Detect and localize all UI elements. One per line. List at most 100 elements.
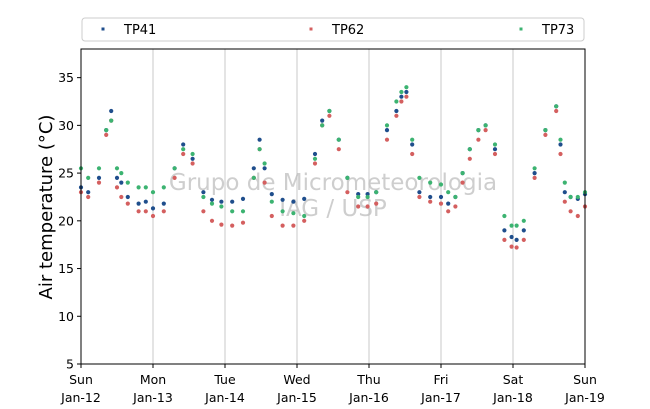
x-tick-date-2: Jan-14 [204,390,245,405]
data-point [417,175,422,180]
data-point [492,147,498,152]
data-point [269,199,274,204]
data-point [558,151,563,157]
data-point [190,151,195,157]
y-tick-label-4: 25 [58,166,74,181]
data-point [262,161,267,166]
data-point [230,199,235,204]
data-point [327,113,332,118]
legend-marker-TP73 [519,27,523,31]
x-tick-weekday-5: Fri [434,372,449,387]
data-point [453,204,458,209]
x-tick-weekday-6: Sat [503,372,524,387]
data-point [399,89,404,95]
data-point [150,206,156,211]
data-point [240,196,246,201]
plot-frame [80,48,586,365]
y-tick-label-3: 20 [58,213,74,228]
data-point [257,137,262,142]
data-point [356,194,361,200]
data-point [181,142,186,147]
y-axis: 5 10 15 20 25 30 35 [58,70,81,372]
data-point [509,234,514,240]
data-point [320,123,325,128]
data-point [446,201,451,206]
data-point [476,137,481,142]
data-point [460,171,465,176]
data-point [240,220,246,225]
legend-label-TP73: TP73 [541,23,574,38]
legend-marker-TP41 [101,27,105,31]
x-tick-date-5: Jan-17 [420,390,461,405]
data-points [78,85,588,250]
data-point [394,113,399,118]
data-point [136,185,141,190]
data-point [201,194,206,200]
data-point [190,161,195,166]
data-point [356,204,361,209]
data-point [365,204,370,209]
data-point [509,223,514,228]
data-point [558,142,563,147]
data-point [161,201,166,206]
data-point [251,166,256,171]
data-point [483,123,488,128]
data-point [410,151,415,157]
data-point [251,175,256,180]
data-point [356,192,361,197]
data-point [161,209,166,214]
data-point [483,128,488,133]
data-point [114,166,120,171]
data-point [291,223,296,228]
data-point [514,223,519,228]
data-point [150,190,156,195]
data-point [509,244,514,249]
data-point [467,156,472,161]
series-TP73 [78,85,588,228]
legend-label-TP41: TP41 [123,23,156,38]
data-point [181,151,186,157]
data-point [125,201,130,206]
data-point [476,128,481,133]
data-point [532,166,537,171]
x-tick-date-0: Jan-12 [60,390,101,405]
data-point [269,192,274,197]
x-tick-date-1: Jan-13 [132,390,173,405]
data-point [438,201,444,206]
data-point [521,228,526,233]
data-point [410,142,415,147]
data-point [219,222,224,227]
data-point [143,185,148,190]
data-point [446,190,451,195]
data-point [453,194,458,200]
data-point [280,209,285,214]
data-point [404,94,409,99]
y-tick-label-1: 10 [58,309,74,324]
data-point [291,211,296,216]
legend-label-TP62: TP62 [331,23,364,38]
data-point [467,147,472,152]
data-point [384,137,390,142]
data-point [438,182,444,187]
data-point [384,128,390,133]
data-point [161,185,166,190]
data-point [327,108,332,114]
data-point [119,194,124,200]
data-point [514,237,519,242]
data-point [302,213,307,219]
x-tick-weekday-7: Sun [573,372,597,387]
data-point [562,199,567,204]
x-tick-date-3: Jan-15 [276,390,317,405]
data-point [136,201,141,206]
data-point [492,151,498,157]
legend-marker-TP62 [309,27,313,31]
data-point [109,108,114,114]
data-point [190,156,195,161]
data-point [502,228,507,233]
data-point [492,142,498,147]
data-point [109,118,114,123]
data-point [502,237,507,242]
y-axis-label: Air temperature (°C) [36,115,57,300]
legend: TP41 TP62 TP73 [81,17,585,42]
